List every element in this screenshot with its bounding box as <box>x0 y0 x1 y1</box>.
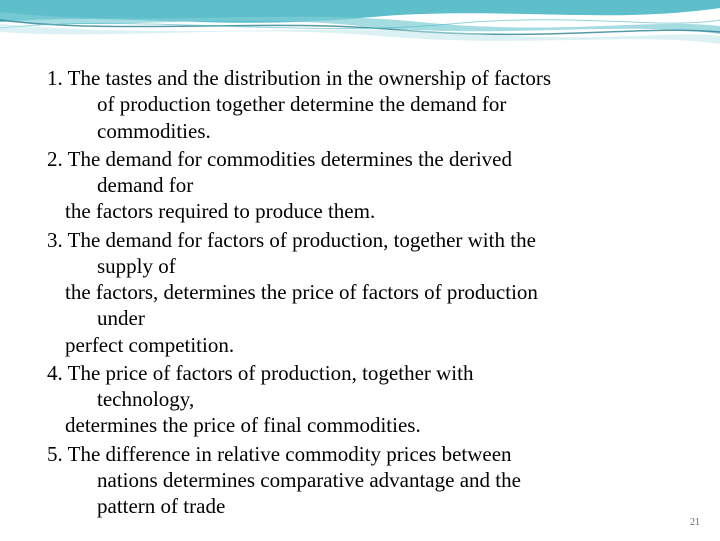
list-item-5: 5. The difference in relative commodity … <box>35 441 685 520</box>
text-line: demand for <box>35 172 685 198</box>
list-item-3: 3. The demand for factors of production,… <box>35 227 685 358</box>
slide-content: 1. The tastes and the distribution in th… <box>0 0 720 541</box>
text-line: of production together determine the dem… <box>35 91 685 117</box>
text-line: pattern of trade <box>35 493 685 519</box>
text-line: 5. The difference in relative commodity … <box>35 441 685 467</box>
text-line: supply of <box>35 253 685 279</box>
slide-container: 1. The tastes and the distribution in th… <box>0 0 720 540</box>
text-line: nations determines comparative advantage… <box>35 467 685 493</box>
list-item-1: 1. The tastes and the distribution in th… <box>35 65 685 144</box>
page-number: 21 <box>690 517 700 528</box>
text-line: the factors required to produce them. <box>35 198 685 224</box>
text-line: 4. The price of factors of production, t… <box>35 360 685 386</box>
text-line: under <box>35 305 685 331</box>
text-line: perfect competition. <box>35 332 685 358</box>
text-line: the factors, determines the price of fac… <box>35 279 685 305</box>
text-line: 2. The demand for commodities determines… <box>35 146 685 172</box>
text-line: technology, <box>35 386 685 412</box>
text-line: 3. The demand for factors of production,… <box>35 227 685 253</box>
list-item-2: 2. The demand for commodities determines… <box>35 146 685 225</box>
list-item-4: 4. The price of factors of production, t… <box>35 360 685 439</box>
text-line: 1. The tastes and the distribution in th… <box>35 65 685 91</box>
text-line: determines the price of final commoditie… <box>35 412 685 438</box>
text-line: commodities. <box>35 118 685 144</box>
